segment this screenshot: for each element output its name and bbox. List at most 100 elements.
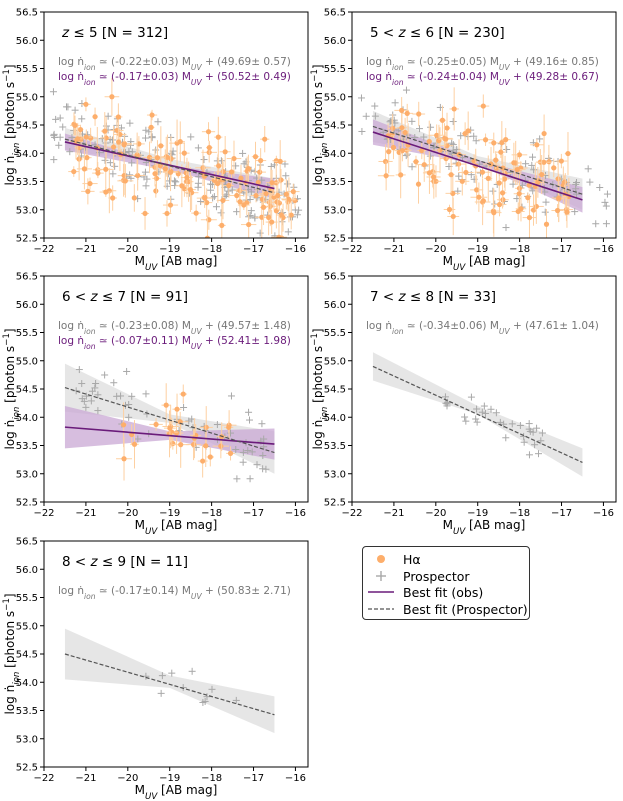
prospector-point	[94, 407, 102, 415]
prospector-point	[212, 203, 220, 211]
fit-obs-equation: log ṅion ≃ (-0.07±0.11) MUV + (52.41± 1.…	[58, 335, 291, 351]
prospector-point	[520, 438, 528, 446]
halpha-point	[378, 144, 393, 179]
halpha-point	[428, 124, 445, 147]
halpha-point	[564, 132, 572, 176]
y-tick-label: 54.0	[16, 413, 38, 424]
halpha-point	[100, 112, 109, 151]
halpha-point	[237, 200, 250, 210]
prospector-point	[470, 132, 478, 140]
prospector-point	[208, 685, 216, 693]
fit-obs-equation: log ṅion ≃ (-0.24±0.04) MUV + (49.28± 0.…	[366, 71, 599, 87]
x-tick-label: −16	[285, 508, 306, 519]
prospector-point	[467, 393, 475, 401]
prospector-point	[142, 126, 150, 134]
fit-prospector-band	[64, 127, 275, 207]
prospector-point	[537, 437, 545, 445]
plot-area	[372, 352, 583, 477]
prospector-point	[172, 178, 180, 186]
y-tick-label: 53.0	[324, 205, 346, 216]
halpha-point	[486, 188, 502, 237]
fit-obs-line	[64, 141, 275, 190]
prospector-point	[584, 165, 592, 173]
prospector-point	[49, 88, 57, 96]
prospector-point	[282, 172, 290, 180]
prospector-point	[603, 190, 611, 198]
prospector-point	[233, 208, 241, 216]
legend-item-fit-obs: Best fit (obs)	[363, 584, 483, 600]
legend-label-fit-obs: Best fit (obs)	[403, 584, 484, 600]
prospector-point	[244, 447, 252, 455]
prospector-point	[473, 405, 481, 413]
halpha-point	[499, 121, 505, 165]
prospector-point	[530, 166, 538, 174]
prospector-point	[362, 112, 370, 120]
x-tick-label: −21	[383, 244, 404, 255]
prospector-point	[68, 134, 76, 142]
halpha-point	[108, 185, 117, 211]
y-tick-label: 53.0	[16, 205, 38, 216]
halpha-point	[141, 197, 149, 230]
prospector-point	[154, 118, 162, 126]
prospector-point	[206, 180, 214, 188]
halpha-point	[92, 107, 98, 126]
halpha-point	[277, 168, 285, 191]
x-tick-label: −22	[33, 244, 54, 255]
prospector-point	[529, 428, 537, 436]
halpha-point	[161, 149, 170, 189]
prospector-point	[106, 159, 114, 167]
fit-prospector-equation: log ṅion ≃ (-0.22±0.03) MUV + (49.69± 0.…	[58, 56, 291, 72]
prospector-point	[142, 134, 150, 142]
prospector-point	[213, 157, 221, 165]
panel-2: −22 −21 −20 −19 −18 −17 −16 52.5 53.0 53.5 54.0 54.…	[310, 8, 617, 273]
halpha-point	[206, 140, 213, 155]
halpha-point	[253, 165, 266, 179]
halpha-point	[70, 115, 80, 136]
y-tick-label: 53.5	[324, 177, 346, 188]
prospector-point	[110, 379, 118, 387]
y-tick-label: 56.0	[16, 565, 38, 576]
y-tick-label: 56.5	[324, 272, 346, 283]
halpha-point	[226, 446, 235, 461]
halpha-point	[114, 103, 123, 131]
x-tick-label: −19	[467, 244, 488, 255]
prospector-point	[200, 156, 208, 164]
prospector-point	[408, 117, 416, 125]
halpha-point	[455, 167, 470, 196]
halpha-point	[412, 155, 420, 168]
panel-5: −22 −21 −20 −19 −18 −17 −16 52.5 53.0 53.5 54.0 54.…	[2, 537, 309, 801]
fit-obs-line	[372, 131, 583, 201]
halpha-point	[492, 192, 507, 217]
prospector-point	[480, 402, 488, 410]
halpha-point	[272, 181, 283, 210]
prospector-point	[50, 130, 58, 138]
y-tick-label: 55.5	[324, 64, 346, 75]
halpha-point	[498, 177, 507, 209]
prospector-point	[572, 185, 580, 193]
y-tick-label: 54.5	[16, 385, 38, 396]
halpha-point	[439, 152, 453, 165]
halpha-point	[255, 148, 267, 173]
y-tick-label: 55.5	[16, 328, 38, 339]
y-tick-label: 53.5	[16, 177, 38, 188]
prospector-point	[522, 160, 530, 168]
halpha-point	[462, 122, 469, 145]
halpha-point	[226, 140, 242, 177]
prospector-point	[213, 421, 221, 429]
prospector-point	[109, 136, 117, 144]
prospector-point	[492, 409, 500, 417]
prospector-point	[253, 174, 261, 182]
prospector-point	[358, 127, 366, 135]
fit-prospector-line	[64, 653, 275, 716]
halpha-point	[449, 87, 459, 131]
y-axis-label: log ṅion [photon s−1]	[310, 64, 330, 185]
prospector-point	[262, 465, 270, 473]
prospector-point	[472, 137, 480, 145]
x-tick-label: −18	[509, 508, 530, 519]
halpha-point	[394, 97, 409, 124]
prospector-point	[525, 420, 533, 428]
prospector-point	[64, 103, 72, 111]
prospector-point	[101, 371, 109, 379]
halpha-point	[500, 127, 511, 152]
